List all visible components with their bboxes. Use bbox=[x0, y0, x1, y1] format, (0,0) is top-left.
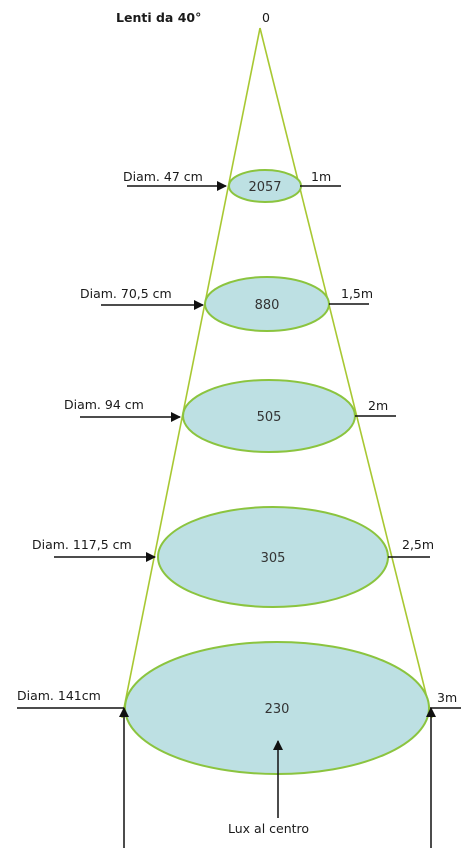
level-2-5m: 305 Diam. 117,5 cm 2,5m bbox=[32, 506, 434, 608]
lux-value: 305 bbox=[261, 551, 286, 566]
level-3m: 230 Diam. 141cm 3m bbox=[17, 641, 461, 775]
diameter-label: Diam. 117,5 cm bbox=[32, 537, 132, 552]
diagram-title: Lenti da 40° bbox=[116, 10, 201, 25]
lux-value: 505 bbox=[257, 410, 282, 425]
diameter-label: Diam. 141cm bbox=[17, 688, 101, 703]
level-1-5m: 880 Diam. 70,5 cm 1,5m bbox=[80, 276, 373, 332]
lux-value: 230 bbox=[265, 702, 290, 717]
distance-label: 3m bbox=[437, 690, 457, 705]
diameter-label: Diam. 70,5 cm bbox=[80, 286, 172, 301]
diameter-label: Diam. 47 cm bbox=[123, 169, 203, 184]
lux-value: 2057 bbox=[248, 180, 281, 195]
distance-label: 1m bbox=[311, 169, 331, 184]
cone-right-edge bbox=[259, 27, 433, 719]
diameter-label: Diam. 94 cm bbox=[64, 397, 144, 412]
distance-label: 2m bbox=[368, 398, 388, 413]
apex-label: 0 bbox=[262, 10, 270, 25]
distance-label: 2,5m bbox=[402, 537, 434, 552]
level-1m: 2057 Diam. 47 cm 1m bbox=[123, 169, 341, 203]
cone-left-edge bbox=[121, 27, 261, 719]
lux-value: 880 bbox=[255, 298, 280, 313]
center-caption: Lux al centro bbox=[228, 821, 309, 836]
distance-label: 1,5m bbox=[341, 286, 373, 301]
level-2m: 505 Diam. 94 cm 2m bbox=[64, 379, 396, 453]
